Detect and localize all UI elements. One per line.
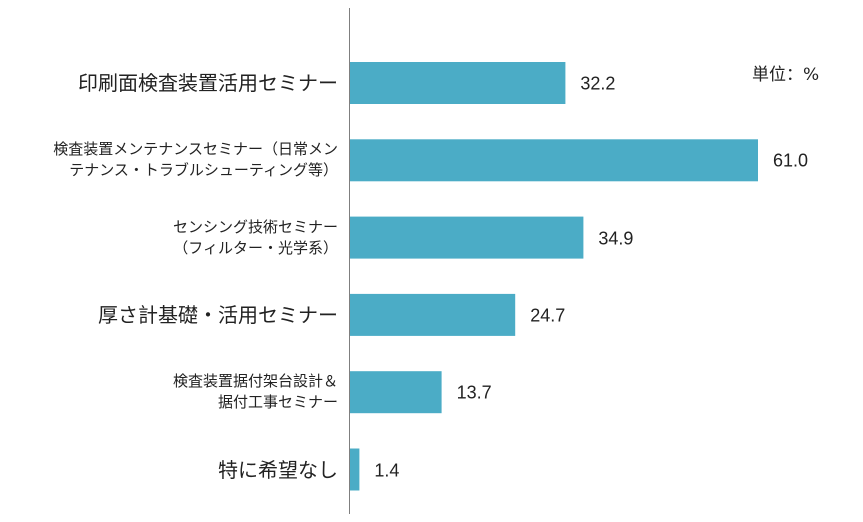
category-label-1-line-1: テナンス・トラブルシューティング等） (69, 161, 338, 180)
value-label-4: 13.7 (456, 382, 492, 403)
category-label-5: 特に希望なし (218, 457, 338, 483)
category-label-1-line-0: 検査装置メンテナンスセミナー（日常メン (53, 140, 338, 159)
bar-5 (350, 448, 360, 491)
category-label-2-line-1: （フィルター・光学系） (173, 238, 338, 257)
unit-label: 単位：% (752, 65, 820, 85)
value-label-3: 24.7 (530, 305, 566, 326)
category-label-4-line-0: 検査装置据付架台設計＆ (172, 372, 338, 391)
value-label-0: 32.2 (580, 73, 616, 94)
bar-4 (350, 371, 442, 414)
bar-1 (350, 139, 758, 182)
value-label-2: 34.9 (598, 228, 634, 249)
bars-group (350, 62, 758, 491)
value-label-5: 1.4 (374, 460, 400, 480)
bar-0 (350, 62, 566, 104)
category-label-5-line-0: 特に希望なし (218, 457, 338, 482)
category-label-2-line-0: センシング技術セミナー (172, 217, 338, 236)
category-label-1: 検査装置メンテナンスセミナー（日常メンテナンス・トラブルシューティング等） (53, 139, 338, 181)
value-label-1: 61.0 (773, 150, 809, 171)
bar-2 (350, 216, 584, 259)
category-label-0: 印刷面検査装置活用セミナー (78, 70, 338, 96)
category-label-4-line-1: 据付工事セミナー (217, 393, 338, 412)
category-label-2: センシング技術セミナー （フィルター・光学系） (173, 217, 338, 259)
category-label-3: 厚さ計基礎・活用セミナー (98, 302, 338, 328)
bar-3 (350, 293, 516, 336)
category-label-4: 検査装置据付架台設計＆ 据付工事セミナー (173, 371, 338, 413)
category-label-3-line-0: 厚さ計基礎・活用セミナー (98, 302, 338, 327)
category-label-0-line-0: 印刷面検査装置活用セミナー (78, 71, 338, 95)
